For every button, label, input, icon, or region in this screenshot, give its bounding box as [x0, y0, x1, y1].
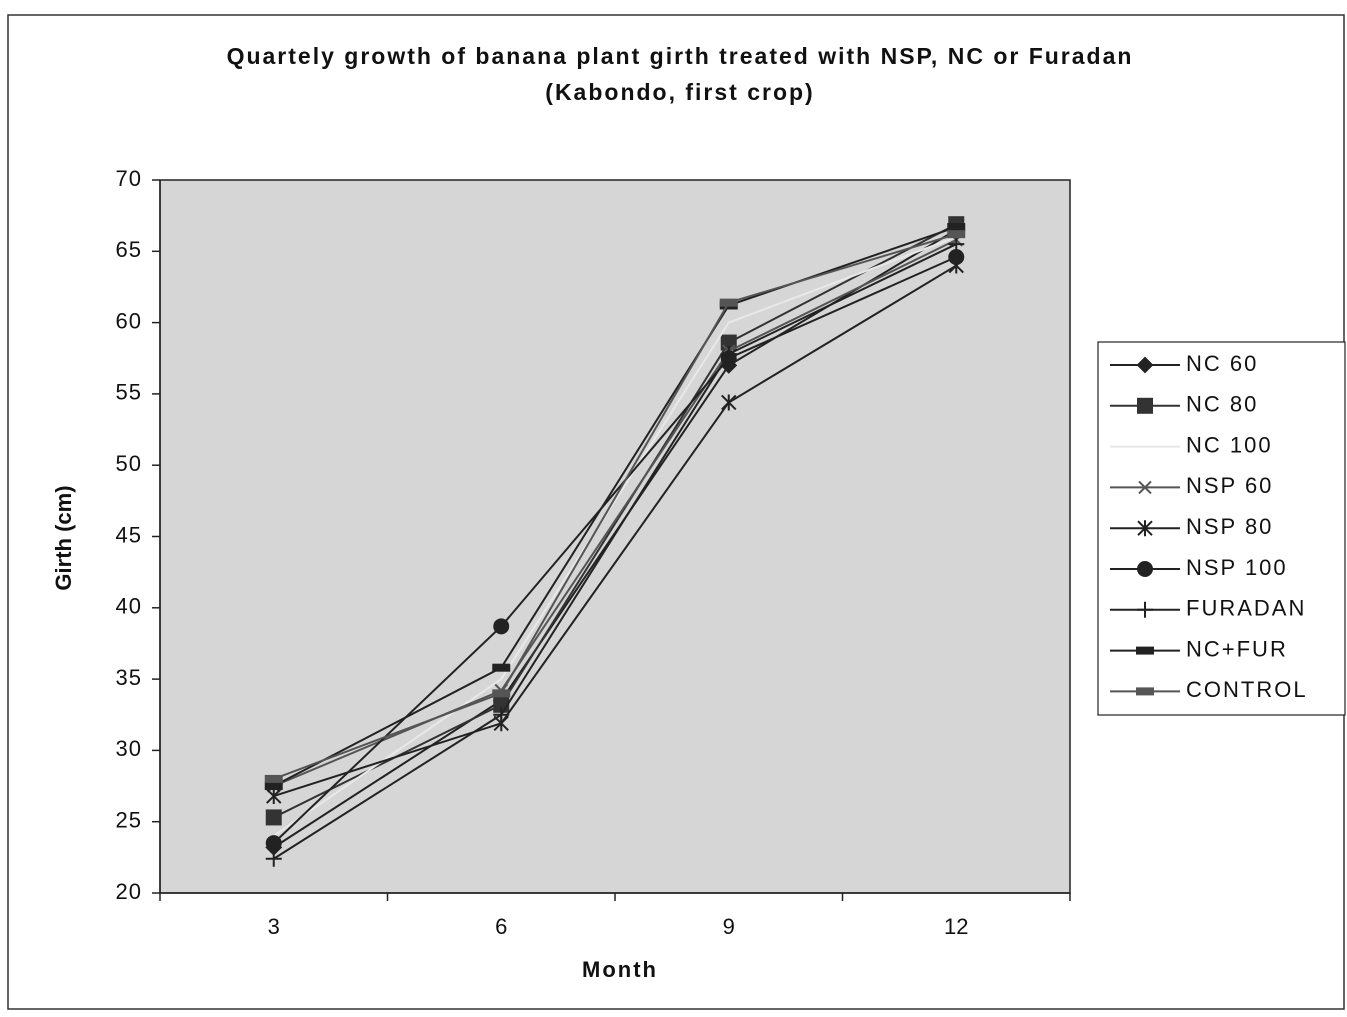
- series-line: [273, 236, 957, 837]
- marker: [266, 788, 282, 805]
- series-line: [273, 233, 957, 780]
- marker: [1138, 480, 1152, 495]
- series-line: [273, 256, 957, 844]
- x-tick-label: 6: [495, 914, 507, 939]
- marker: [948, 236, 965, 253]
- y-tick-label: 20: [116, 879, 142, 904]
- marker: [721, 394, 737, 411]
- y-tick-label: 50: [116, 451, 142, 476]
- y-tick-label: 30: [116, 736, 142, 761]
- series-line: [273, 238, 957, 787]
- y-tick-label: 70: [116, 166, 142, 191]
- marker: [265, 850, 282, 867]
- legend-label: NC 60: [1186, 351, 1258, 376]
- marker: [264, 774, 283, 783]
- marker: [1137, 520, 1153, 537]
- marker: [493, 706, 510, 723]
- y-tick-label: 40: [116, 594, 142, 619]
- series-line: [273, 264, 957, 797]
- marker: [1136, 687, 1154, 696]
- marker: [947, 230, 966, 239]
- marker: [492, 689, 511, 698]
- x-axis-title: Month: [582, 957, 658, 982]
- y-tick-label: 65: [116, 237, 142, 262]
- marker: [493, 618, 510, 635]
- legend-label: NC 100: [1186, 432, 1273, 457]
- y-axis-title: Girth (cm): [51, 485, 76, 590]
- series-line: [273, 223, 957, 819]
- x-tick-label: 12: [944, 914, 968, 939]
- marker: [1137, 397, 1153, 414]
- marker: [492, 663, 511, 672]
- legend-label: NSP 80: [1186, 514, 1273, 539]
- x-tick-label: 9: [723, 914, 735, 939]
- y-tick-label: 55: [116, 380, 142, 405]
- legend-label: NSP 60: [1186, 473, 1273, 498]
- marker: [1137, 561, 1153, 577]
- plot-area: [159, 179, 1071, 894]
- y-tick-label: 60: [116, 308, 142, 333]
- marker: [720, 345, 737, 362]
- marker: [1136, 646, 1154, 655]
- marker: [947, 223, 966, 232]
- legend-label: NSP 100: [1186, 555, 1288, 580]
- marker: [719, 298, 738, 307]
- marker: [265, 835, 282, 852]
- legend-label: NC+FUR: [1186, 636, 1288, 661]
- y-tick-label: 45: [116, 522, 142, 547]
- legend-label: CONTROL: [1186, 677, 1308, 702]
- marker: [264, 782, 283, 791]
- legend-label: NC 80: [1186, 392, 1258, 417]
- x-tick-label: 3: [268, 914, 280, 939]
- y-tick-label: 25: [116, 808, 142, 833]
- series-line: [273, 226, 957, 787]
- chart-title: Quartely growth of banana plant girth tr…: [226, 43, 1134, 105]
- y-tick-label: 35: [116, 665, 142, 690]
- legend-label: FURADAN: [1186, 596, 1306, 621]
- marker: [1136, 356, 1154, 374]
- marker: [1137, 601, 1153, 618]
- marker: [265, 809, 282, 826]
- series-line: [273, 243, 957, 860]
